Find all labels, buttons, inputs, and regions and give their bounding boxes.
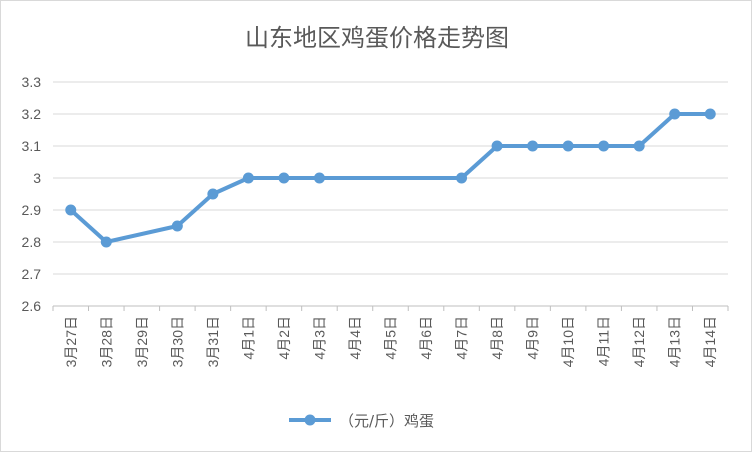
data-point <box>242 172 254 184</box>
gridlines <box>53 81 728 275</box>
x-tick-label: 3月28日 <box>98 316 114 367</box>
x-axis <box>52 305 729 311</box>
x-tick-label: 3月31日 <box>205 316 221 367</box>
y-tick-label: 3.1 <box>22 138 42 154</box>
series-layer <box>65 108 716 248</box>
y-axis-tick-labels: 2.6 2.7 2.8 2.9 3 3.1 3.2 3.3 <box>22 74 42 314</box>
y-tick-label: 2.6 <box>22 298 42 314</box>
data-point <box>456 172 468 184</box>
data-point <box>65 204 77 216</box>
x-tick-label: 4月2日 <box>276 316 292 360</box>
x-tick-label: 4月7日 <box>454 316 470 360</box>
data-point <box>313 172 325 184</box>
y-tick-label: 2.7 <box>22 266 42 282</box>
x-tick-label: 4月6日 <box>418 316 434 360</box>
data-point <box>491 140 503 152</box>
data-point <box>562 140 574 152</box>
data-point <box>598 140 610 152</box>
x-tick-label: 4月5日 <box>383 316 399 360</box>
chart-title: 山东地区鸡蛋价格走势图 <box>245 24 509 52</box>
legend-point-marker <box>304 414 316 426</box>
x-tick-label: 4月14日 <box>702 316 718 367</box>
data-point <box>278 172 290 184</box>
y-tick-label: 2.8 <box>22 234 42 250</box>
y-tick-label: 3 <box>33 170 41 186</box>
data-point <box>669 108 681 120</box>
data-point <box>100 236 112 248</box>
x-tick-label: 4月13日 <box>667 316 683 367</box>
data-point <box>704 108 716 120</box>
x-tick-label: 3月27日 <box>63 316 79 367</box>
data-point <box>633 140 645 152</box>
x-tick-label: 4月9日 <box>525 316 541 360</box>
x-tick-label: 4月12日 <box>631 316 647 367</box>
data-point <box>527 140 539 152</box>
x-tick-label: 4月10日 <box>560 316 576 367</box>
y-tick-label: 3.3 <box>22 74 42 90</box>
data-point <box>207 188 219 200</box>
x-tick-label: 4月4日 <box>347 316 363 360</box>
data-point <box>171 220 183 232</box>
x-tick-label: 3月30日 <box>169 316 185 367</box>
x-tick-label: 3月29日 <box>134 316 150 367</box>
x-tick-label: 4月3日 <box>311 316 327 360</box>
legend: （元/斤）鸡蛋 <box>289 412 434 430</box>
x-tick-label: 4月11日 <box>596 316 612 366</box>
legend-label: （元/斤）鸡蛋 <box>339 412 434 430</box>
x-tick-label: 4月8日 <box>489 316 505 360</box>
y-tick-label: 2.9 <box>22 202 42 218</box>
y-tick-label: 3.2 <box>22 106 42 122</box>
x-tick-label: 4月1日 <box>240 316 256 360</box>
x-axis-tick-labels: 3月27日 3月28日 3月29日 3月30日 3月31日 4月1日 4月2日 4月3日 4月4… <box>63 316 718 367</box>
